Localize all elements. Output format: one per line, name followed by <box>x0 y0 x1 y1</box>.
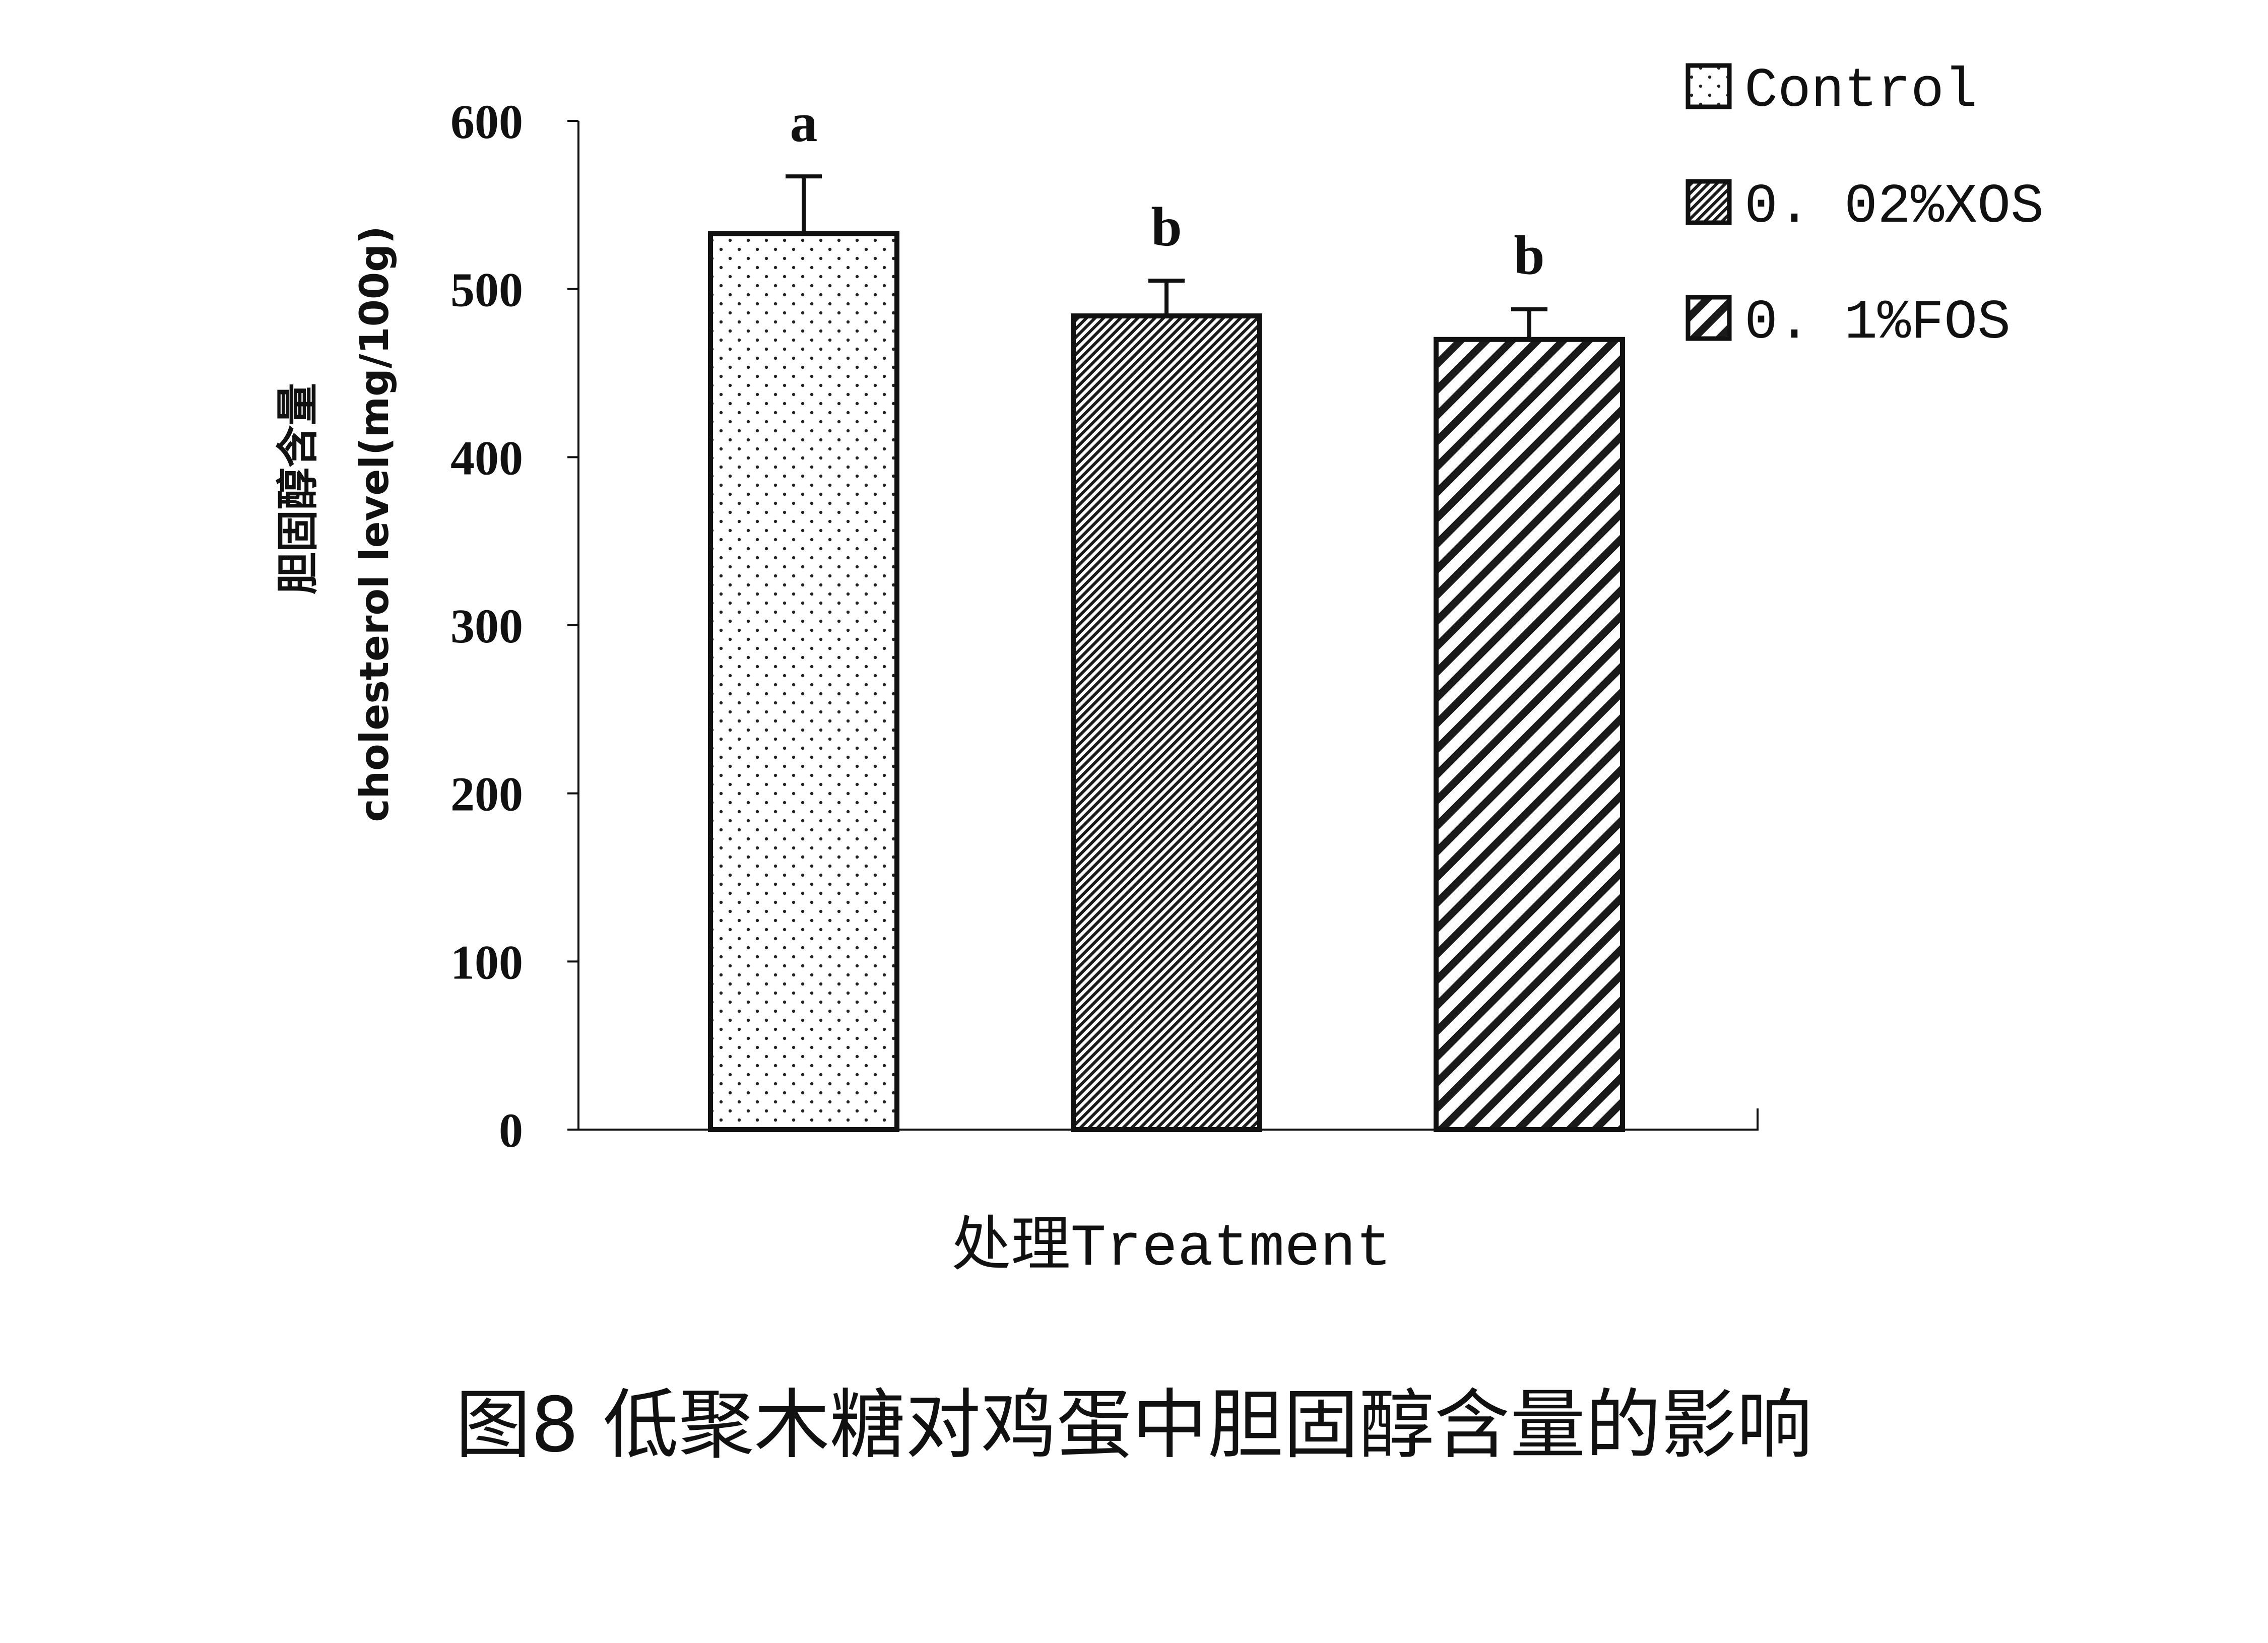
bars <box>708 231 1625 1133</box>
legend-label-1: Control <box>1744 60 1977 123</box>
error-bars <box>786 174 1547 340</box>
y-axis-label-en: cholesterol level(mg/100g) <box>352 226 398 822</box>
y-tick-label: 300 <box>450 599 523 653</box>
legend: Control 0. 02%XOS 0. 1%FOS <box>1686 60 2044 355</box>
figure-caption: 图8 低聚木糖对鸡蛋中胆固醇含量的影响 <box>455 1382 1812 1469</box>
x-axis-label: 处理Treatment <box>951 1214 1391 1283</box>
legend-swatch-1 <box>1686 63 1732 109</box>
y-ticks: 0 100 200 300 400 500 600 <box>450 95 578 1157</box>
y-tick-label: 400 <box>450 431 523 485</box>
y-tick-label: 200 <box>450 767 523 821</box>
significance-letters: a b b <box>790 92 1545 286</box>
significance-letter-2: b <box>1151 196 1182 257</box>
legend-swatch-3 <box>1686 295 1732 341</box>
y-tick-label: 500 <box>450 263 523 317</box>
significance-letter-1: a <box>790 92 818 153</box>
bar-3 <box>1434 337 1625 1132</box>
bar-1 <box>708 231 899 1133</box>
legend-label-3: 0. 1%FOS <box>1744 292 2011 355</box>
y-tick-label: 0 <box>499 1103 523 1157</box>
bar-2 <box>1071 313 1262 1132</box>
legend-label-2: 0. 02%XOS <box>1744 176 2044 239</box>
legend-swatch-2 <box>1686 179 1732 225</box>
significance-letter-3: b <box>1514 225 1544 286</box>
y-tick-label: 100 <box>450 935 523 989</box>
y-tick-label: 600 <box>450 95 523 149</box>
y-axis-label-cn: 胆固醇含量 <box>273 383 322 595</box>
